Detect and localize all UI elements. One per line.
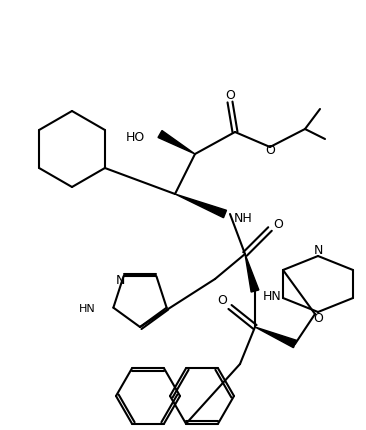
Text: N: N bbox=[313, 244, 323, 257]
Text: HN: HN bbox=[79, 303, 96, 313]
Polygon shape bbox=[158, 131, 195, 155]
Text: O: O bbox=[265, 143, 275, 156]
Text: NH: NH bbox=[234, 212, 253, 225]
Text: HO: HO bbox=[126, 130, 145, 143]
Polygon shape bbox=[245, 255, 259, 292]
Text: HN: HN bbox=[263, 290, 282, 303]
Text: N: N bbox=[116, 273, 125, 286]
Text: O: O bbox=[313, 312, 323, 325]
Polygon shape bbox=[175, 194, 227, 218]
Text: O: O bbox=[217, 293, 227, 306]
Text: O: O bbox=[273, 218, 283, 231]
Polygon shape bbox=[255, 327, 296, 348]
Text: O: O bbox=[225, 88, 235, 101]
